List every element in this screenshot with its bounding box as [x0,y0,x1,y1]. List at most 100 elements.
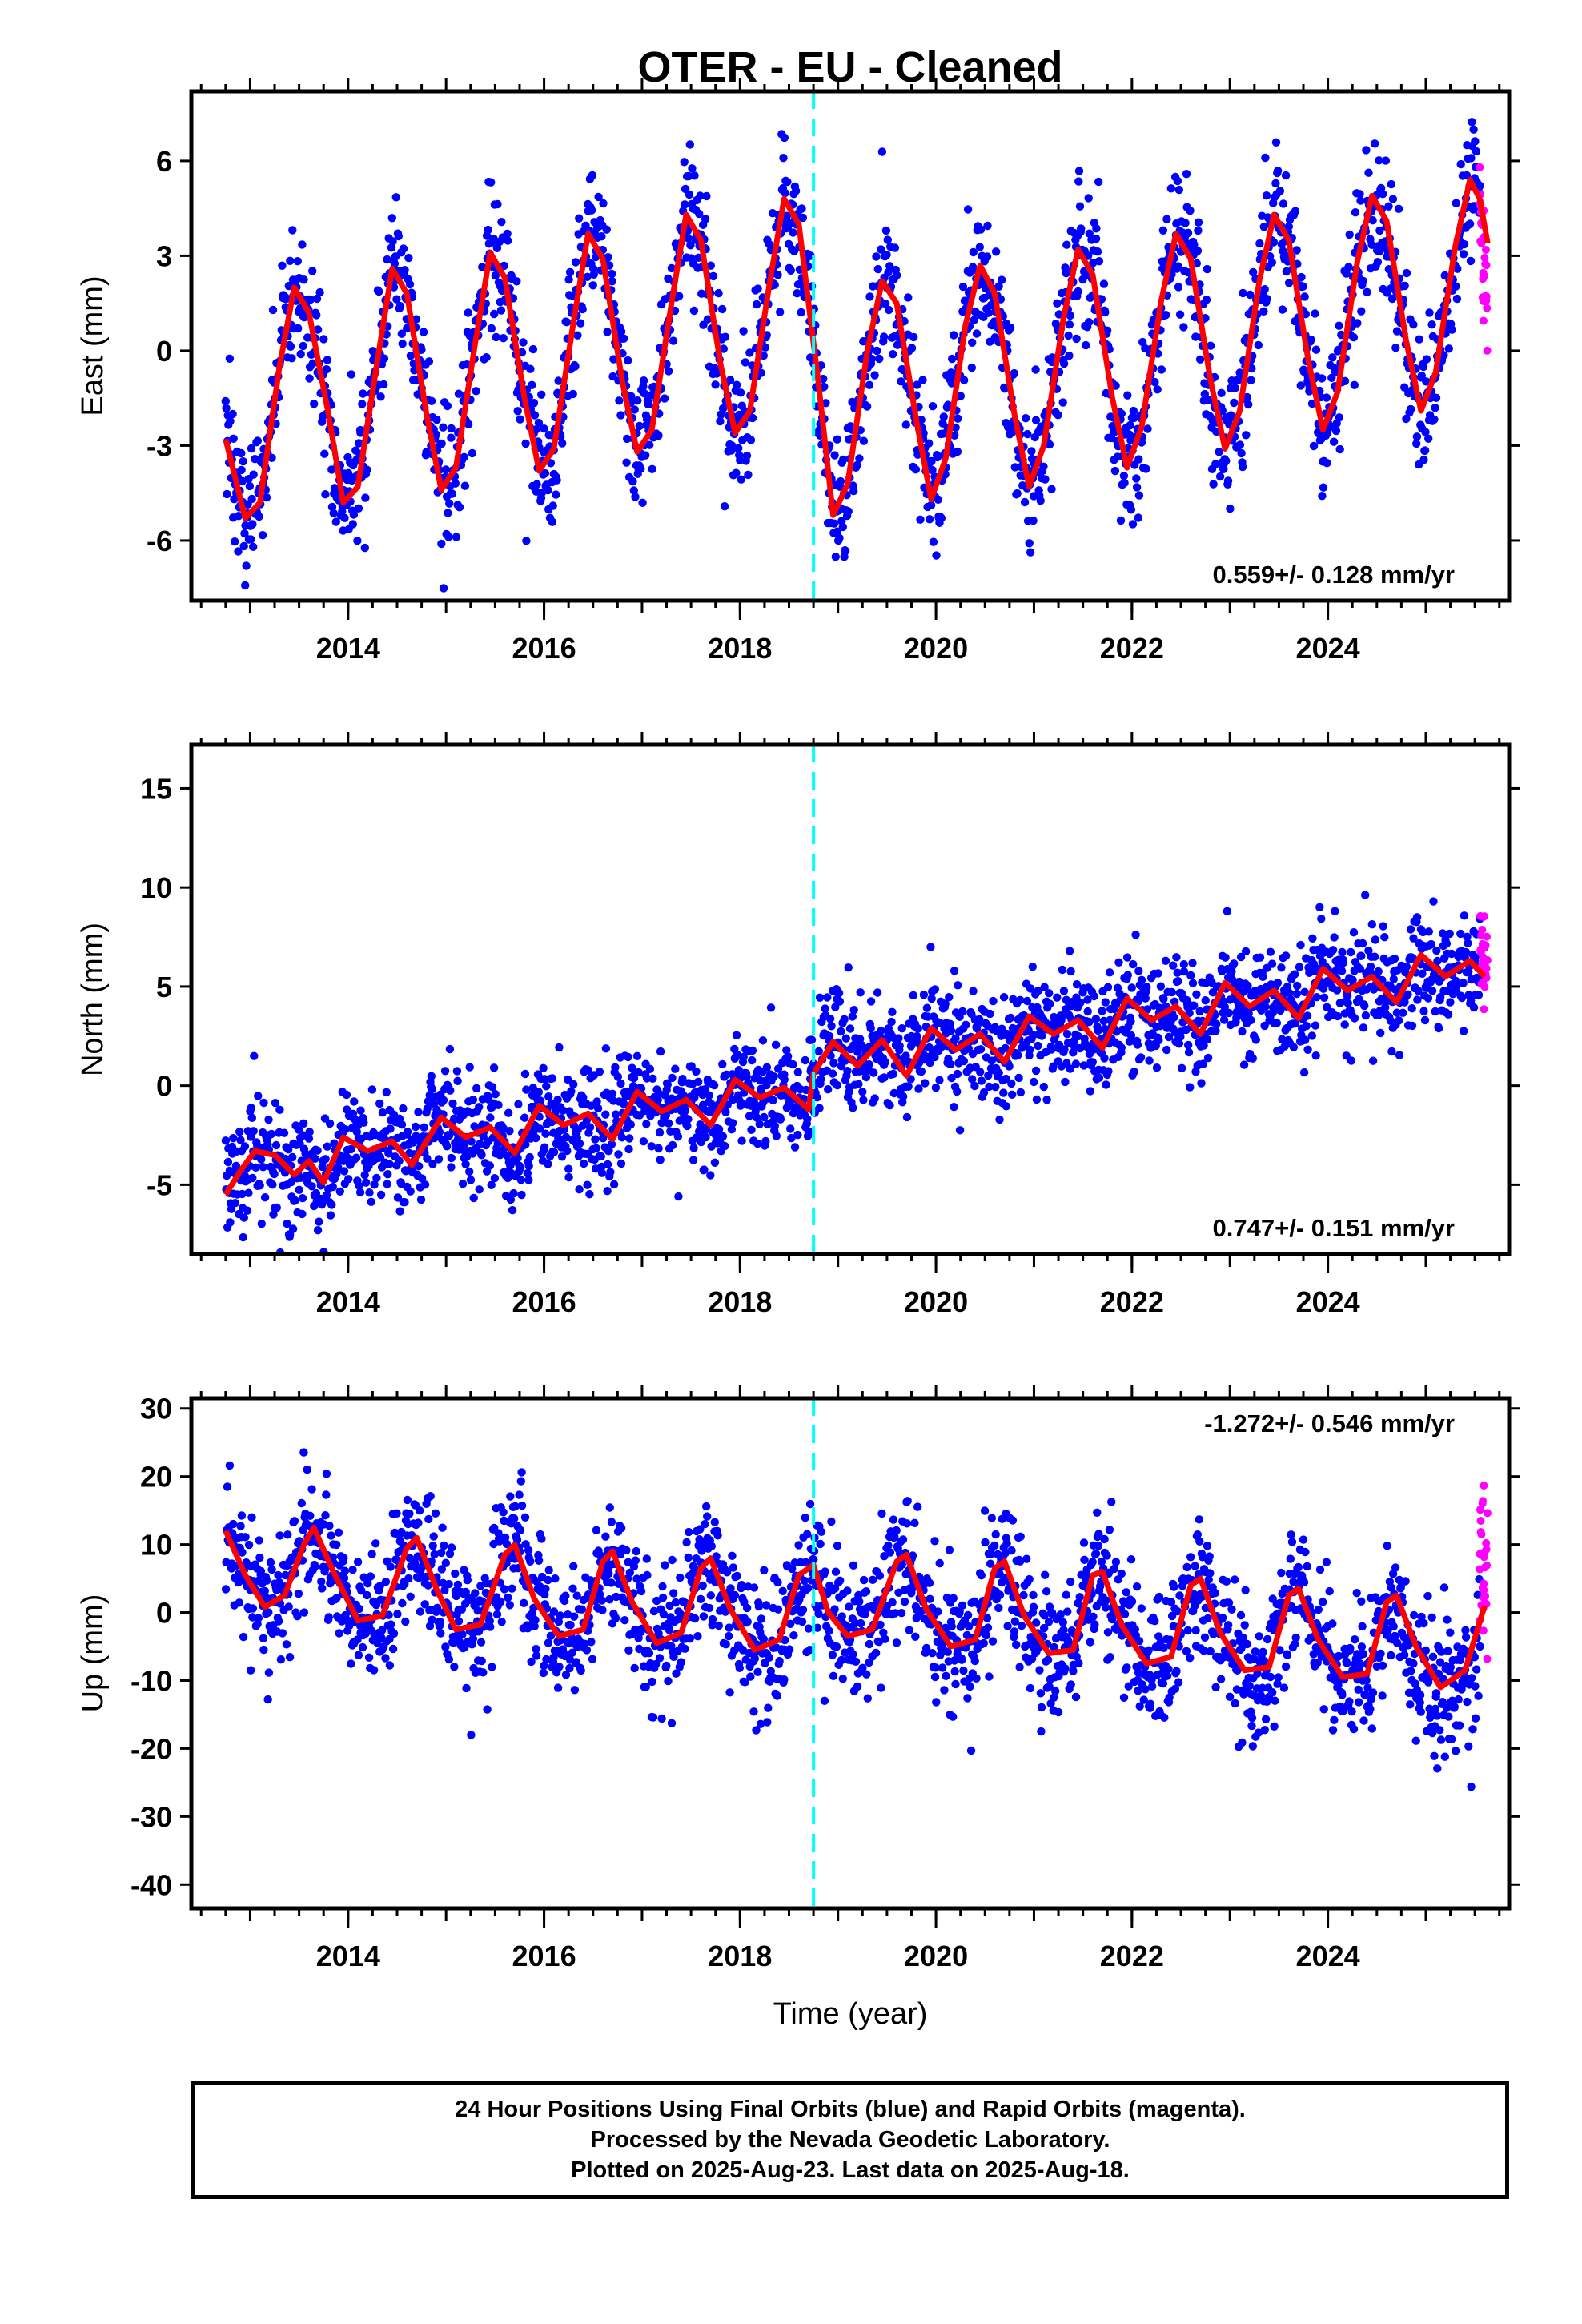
data-point [437,439,446,448]
data-point [889,1088,899,1098]
data-point [528,344,538,354]
data-point [641,451,650,460]
data-point [427,396,436,405]
data-point [274,1617,283,1626]
data-point [1420,1015,1430,1025]
data-point [435,1128,444,1136]
data-point [1279,199,1288,208]
data-point [1387,179,1396,189]
data-point [630,405,639,414]
data-point [696,1120,705,1129]
data-point [616,327,626,336]
data-point [950,331,958,340]
data-point [976,225,986,234]
data-point [885,305,893,315]
data-point [639,1137,648,1146]
data-point [1281,171,1291,180]
data-point [237,448,246,458]
data-point [919,991,929,999]
data-point [979,1088,989,1097]
data-point [348,520,357,529]
data-point [941,999,950,1008]
data-point [580,1159,588,1168]
data-point [540,468,550,478]
data-point [1466,256,1476,266]
data-point [340,1566,350,1575]
data-point [393,1193,403,1202]
data-point [946,1059,955,1069]
data-point [400,1198,409,1207]
data-point [835,533,844,542]
data-point [875,354,884,364]
data-point [243,1206,252,1215]
data-point [1312,993,1321,1002]
data-point [1452,282,1460,291]
data-point [970,1081,979,1091]
data-point [1468,118,1476,127]
data-point [1311,1051,1320,1060]
data-point [398,340,407,348]
data-point [829,1059,838,1068]
data-point [917,1067,926,1076]
data-point [762,1063,772,1072]
velocity-label: 0.559+/- 0.128 mm/yr [1213,561,1455,589]
data-point [786,1124,795,1133]
data-point [326,1211,335,1220]
data-point [1114,958,1123,967]
data-point [490,1174,500,1183]
data-point [950,967,959,975]
data-point [1223,476,1233,485]
data-point [447,433,456,442]
data-point [1332,986,1342,995]
data-point [1344,263,1353,271]
data-point [559,1106,568,1115]
data-point [1353,319,1362,328]
data-point [654,431,663,440]
data-point [267,1129,276,1139]
data-point [288,226,297,235]
data-point [681,1106,689,1116]
data-point [734,1066,743,1075]
data-point [626,1120,635,1129]
data-point [564,1164,573,1173]
data-point [705,1091,713,1100]
data-point [1188,959,1197,967]
data-point [585,1123,595,1132]
data-point [1028,963,1038,971]
data-point [1412,432,1422,441]
data-point [439,1096,448,1105]
data-point [770,280,779,289]
data-point [475,1185,484,1194]
data-point [927,994,936,1003]
data-point [728,441,737,450]
data-point [1282,267,1291,276]
data-point [783,177,792,187]
data-point [1284,222,1294,231]
data-point [244,1188,253,1197]
data-point [308,359,317,368]
data-point [1034,1041,1042,1051]
data-point [1351,208,1360,217]
data-point [1059,359,1069,368]
rapid-point [1476,911,1484,920]
data-point [1239,288,1247,298]
data-point [1084,194,1093,203]
data-point [1194,226,1203,235]
data-point [703,315,713,324]
data-point [686,241,695,250]
data-point [1340,376,1350,385]
data-point [315,287,324,297]
data-point [1415,335,1423,344]
data-point [225,354,235,363]
data-point [278,261,287,270]
data-point [755,1120,764,1129]
data-point [790,1143,800,1152]
data-point [259,1098,268,1108]
data-point [1101,998,1110,1007]
data-point [947,1073,956,1083]
data-point [830,451,839,460]
data-point [1127,983,1136,992]
data-point [982,252,992,261]
data-point [322,1490,331,1499]
data-point [633,396,642,405]
